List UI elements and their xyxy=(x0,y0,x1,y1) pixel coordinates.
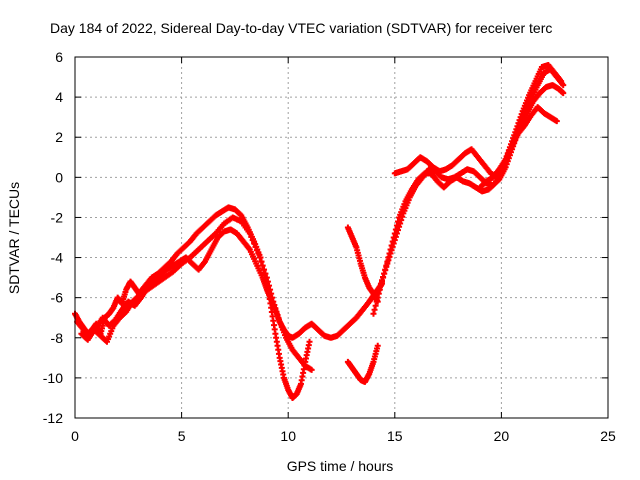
data-point-trail xyxy=(262,270,269,277)
plot-frame xyxy=(74,56,609,419)
data-point-trail xyxy=(389,243,396,250)
y-tick-label: -10 xyxy=(43,370,63,386)
x-tick-label: 15 xyxy=(387,428,403,444)
data-point xyxy=(270,298,277,305)
data-point-trail xyxy=(375,287,382,294)
data-point-trail xyxy=(514,123,521,130)
data-point-trail xyxy=(382,267,389,274)
data-point-trail xyxy=(256,254,263,261)
data-point-trail xyxy=(371,306,378,313)
data-point-trail xyxy=(264,278,271,285)
data-point-trail xyxy=(399,213,406,220)
y-tick-label: -12 xyxy=(43,410,63,426)
y-axis-label: SDTVAR / TECUs xyxy=(6,182,22,294)
data-point-trail xyxy=(517,114,524,121)
data-point-trail xyxy=(251,240,258,247)
data-point-trail xyxy=(385,257,392,264)
series-2 xyxy=(78,214,315,373)
data-points xyxy=(72,62,567,401)
data-point-trail xyxy=(261,266,268,273)
data-point xyxy=(370,310,377,317)
data-point-trail xyxy=(258,258,265,265)
x-axis-label: GPS time / hours xyxy=(287,458,394,474)
data-point xyxy=(558,78,565,85)
x-tick-label: 20 xyxy=(494,428,510,444)
data-point xyxy=(374,342,381,349)
data-point-trail xyxy=(384,260,391,267)
series-8 xyxy=(477,104,560,191)
data-point-trail xyxy=(267,286,274,293)
data-point-trail xyxy=(518,111,525,118)
data-point xyxy=(306,338,313,345)
series-4 xyxy=(344,342,381,385)
y-tick-label: -8 xyxy=(51,330,64,346)
data-point-trail xyxy=(274,312,281,319)
data-point xyxy=(246,230,253,237)
data-point-trail xyxy=(253,247,260,254)
data-point-trail xyxy=(394,227,401,234)
data-point-trail xyxy=(380,273,387,280)
data-point-trail xyxy=(376,283,383,290)
data-point-trail xyxy=(377,280,384,287)
data-point-trail xyxy=(396,223,403,230)
data-point xyxy=(255,250,262,257)
y-tick-label: 6 xyxy=(55,49,63,65)
data-point-trail xyxy=(373,298,380,305)
data-point xyxy=(308,366,315,373)
y-tick-label: 4 xyxy=(55,89,63,105)
data-point-trail xyxy=(392,233,399,240)
x-tick-label: 5 xyxy=(178,428,186,444)
y-tick-label: 2 xyxy=(55,129,63,145)
data-point-trail xyxy=(268,290,275,297)
data-point-trail xyxy=(515,120,522,127)
y-tick-label: -6 xyxy=(51,290,64,306)
data-point-trail xyxy=(390,240,397,247)
y-tick-label: -2 xyxy=(51,209,64,225)
data-point-trail xyxy=(388,247,395,254)
data-point xyxy=(553,118,560,125)
data-point xyxy=(263,274,270,281)
data-point-trail xyxy=(269,294,276,301)
y-tick-label: -4 xyxy=(51,250,64,266)
data-point-trail xyxy=(391,237,398,244)
x-tick-label: 0 xyxy=(71,428,79,444)
data-point xyxy=(393,230,400,237)
axis-ticks: 0 5 10 15 20 25 -12 -10 -8 -6 -4 -2 0 2 4 6 xyxy=(43,49,616,444)
data-point xyxy=(374,290,381,297)
data-point-trail xyxy=(248,233,255,240)
y-tick-label: 0 xyxy=(55,169,63,185)
data-point-trail xyxy=(259,262,266,269)
data-point xyxy=(560,82,567,89)
data-point-trail xyxy=(397,220,404,227)
data-point-trail xyxy=(266,282,273,289)
data-point-trail xyxy=(272,305,279,312)
data-point-trail xyxy=(275,315,282,322)
data-point-trail xyxy=(252,243,259,250)
series-1 xyxy=(74,226,386,341)
data-point-trail xyxy=(271,302,278,309)
series-3 xyxy=(344,224,381,305)
data-point xyxy=(513,126,520,133)
data-point-trail xyxy=(273,308,280,315)
data-point-trail xyxy=(379,277,386,284)
data-point xyxy=(381,270,388,277)
data-point-trail xyxy=(398,217,405,224)
data-point-trail xyxy=(386,253,393,260)
x-tick-label: 25 xyxy=(600,428,616,444)
data-point-trail xyxy=(516,117,523,124)
data-point-trail xyxy=(372,302,379,309)
data-point xyxy=(560,90,567,97)
x-tick-label: 10 xyxy=(280,428,296,444)
data-point xyxy=(387,250,394,257)
data-point-trail xyxy=(383,263,390,270)
data-point-trail xyxy=(249,237,256,244)
chart-title: Day 184 of 2022, Sidereal Day-to-day VTE… xyxy=(50,20,552,36)
